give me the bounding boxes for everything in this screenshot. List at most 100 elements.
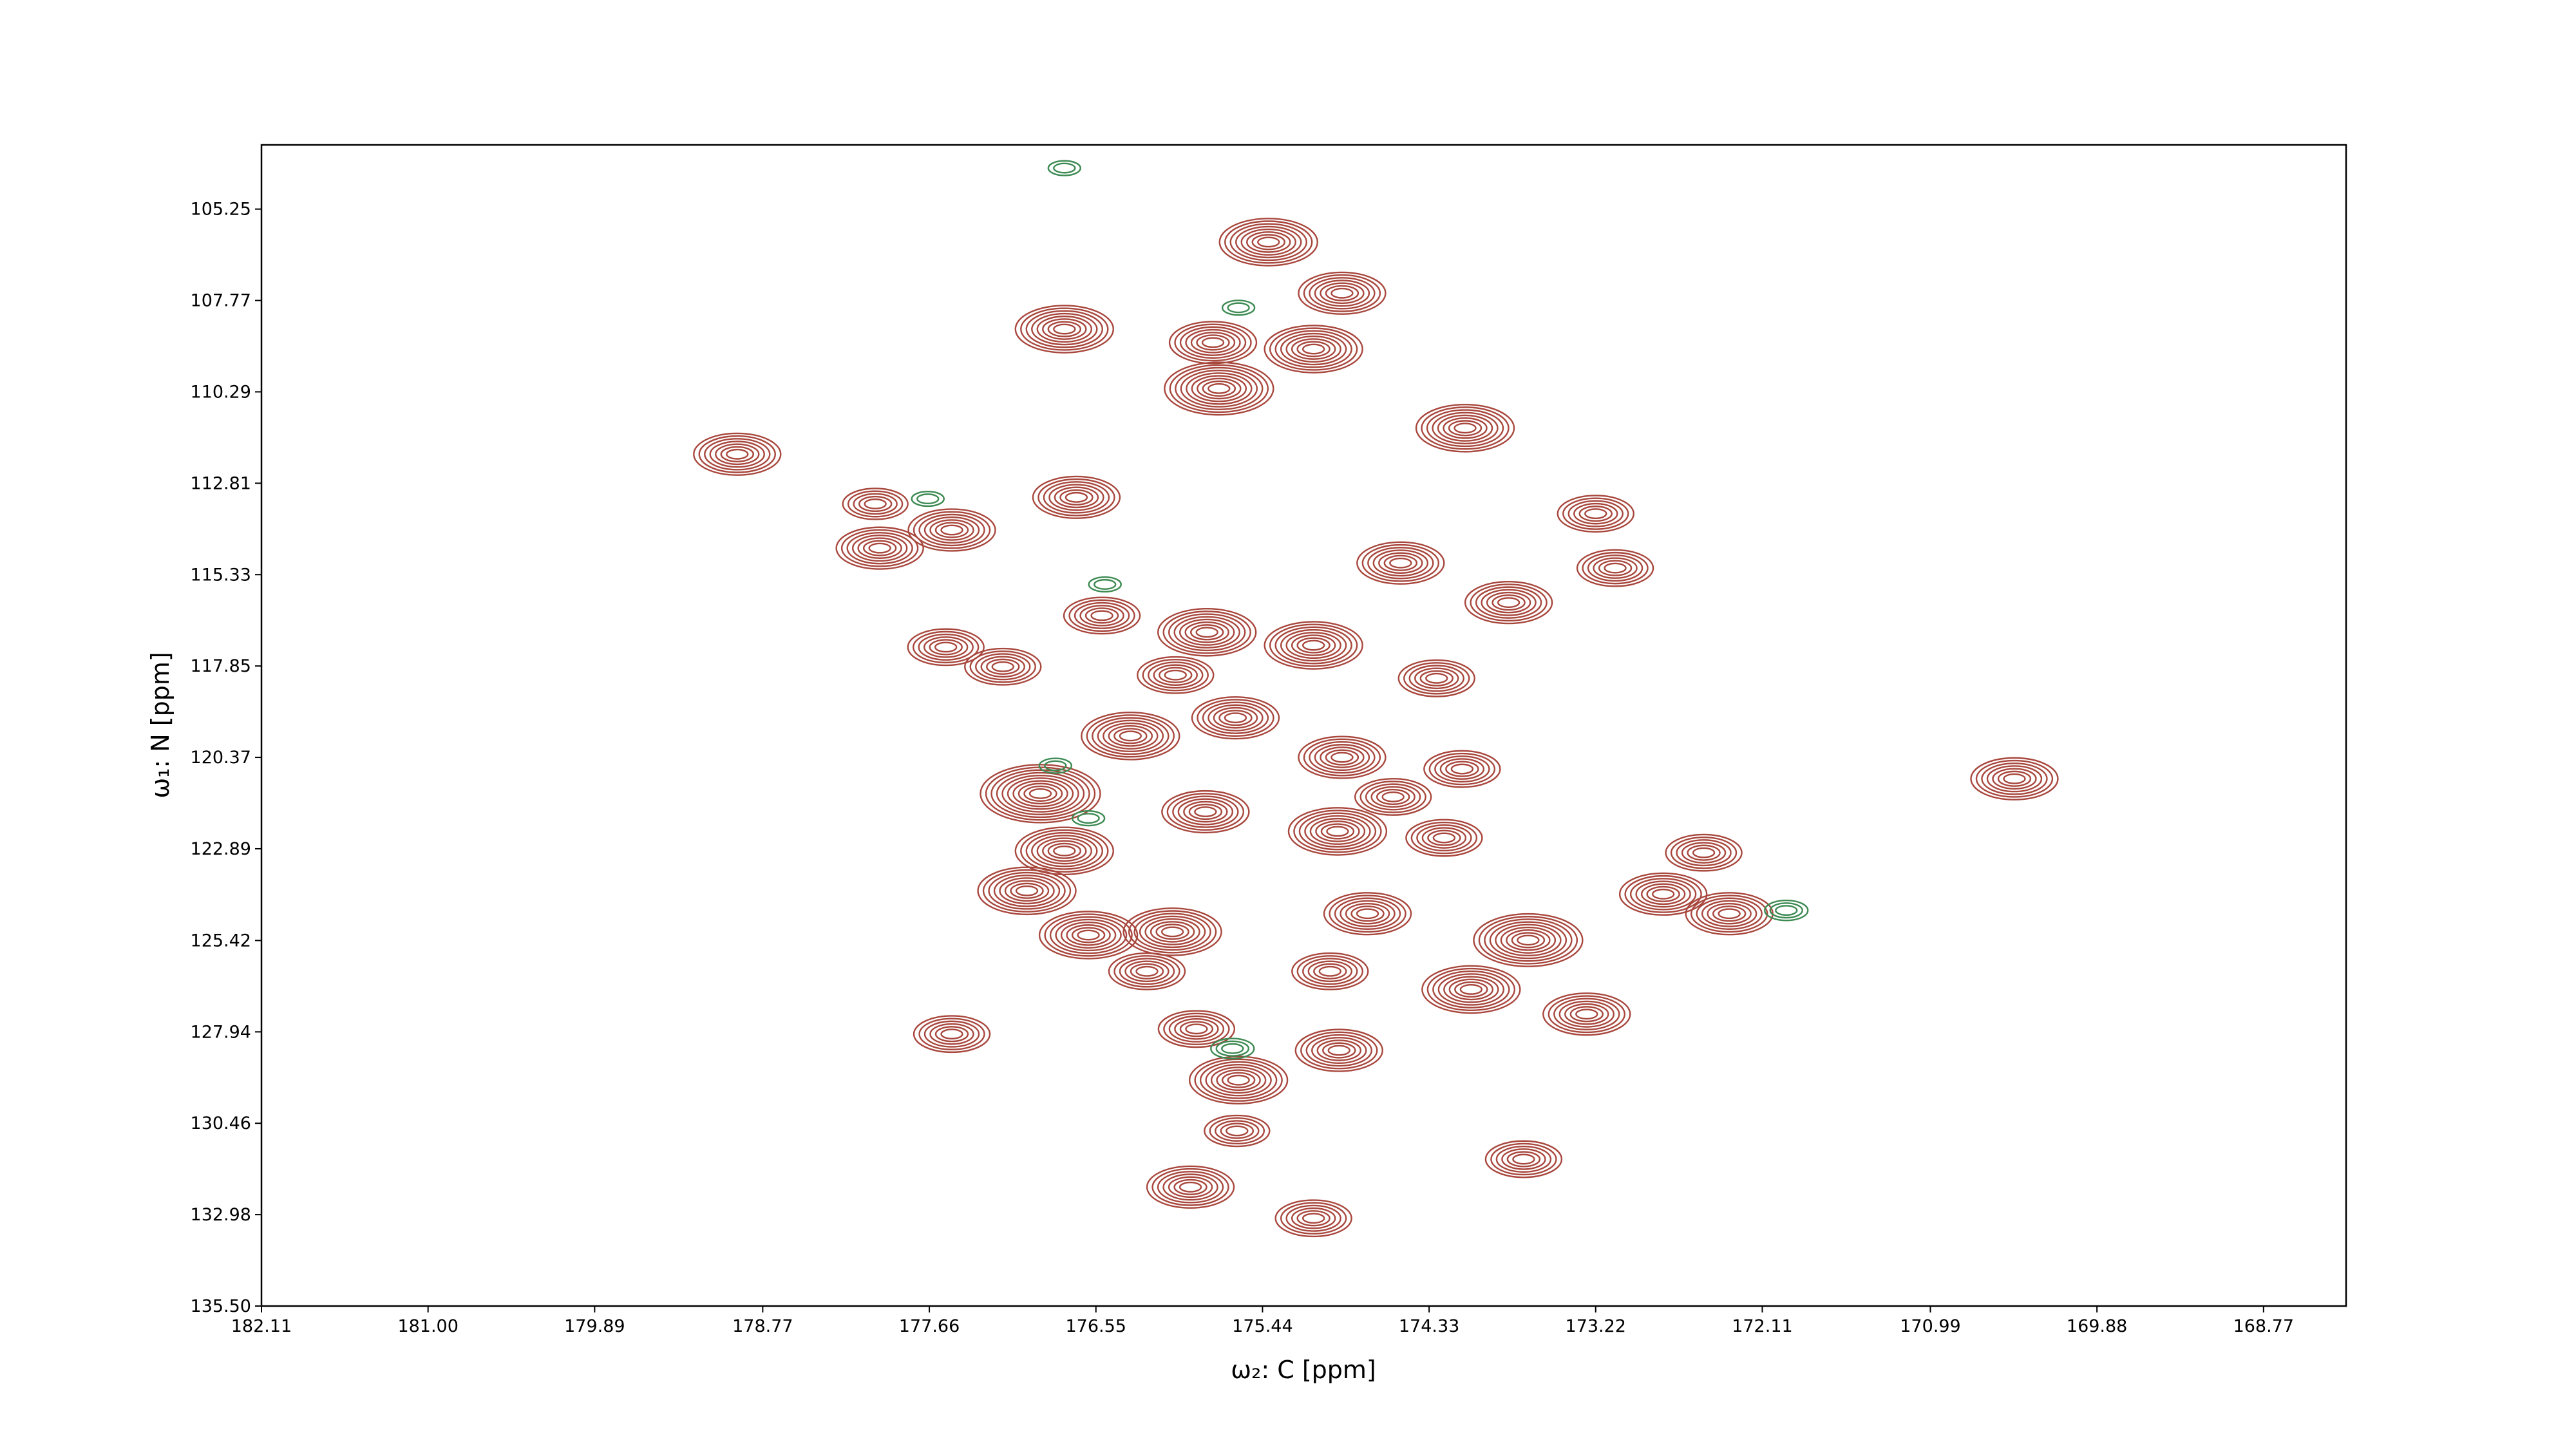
contour-ring xyxy=(1184,621,1229,643)
contour-ring xyxy=(1640,883,1686,905)
contour-ring xyxy=(1432,412,1499,444)
contour-ring xyxy=(991,661,1014,672)
contour-ring xyxy=(1356,541,1445,585)
contour-ring xyxy=(980,764,1101,824)
contour-ring xyxy=(1323,892,1412,936)
contour-ring xyxy=(980,656,1025,678)
contour-ring xyxy=(1065,491,1088,503)
contour-ring xyxy=(1274,330,1352,368)
peak xyxy=(842,488,909,520)
x-tick-label: 174.33 xyxy=(1399,1316,1459,1336)
contour-ring xyxy=(1169,364,1269,413)
y-tick-label: 117.85 xyxy=(191,656,251,676)
contour-ring xyxy=(1558,1000,1615,1028)
contour-ring xyxy=(1314,279,1370,307)
contour-ring xyxy=(1224,220,1313,264)
contour-ring xyxy=(1542,992,1631,1036)
contour-ring xyxy=(1144,918,1200,945)
peak xyxy=(1071,810,1106,827)
plot-area xyxy=(693,160,2059,1238)
contour-ring xyxy=(1047,842,1081,859)
contour-ring xyxy=(1489,921,1567,960)
contour-ring xyxy=(1425,672,1448,684)
contour-ring xyxy=(1071,810,1106,827)
contour-ring xyxy=(1038,757,1073,774)
y-tick-label: 107.77 xyxy=(191,291,251,311)
peak xyxy=(1298,271,1387,315)
contour-ring xyxy=(720,446,754,462)
contour-ring xyxy=(1553,998,1620,1030)
contour-ring xyxy=(1309,817,1366,845)
contour-ring xyxy=(1012,780,1068,808)
contour-ring xyxy=(851,535,908,562)
contour-ring xyxy=(1421,827,1467,849)
peak xyxy=(1157,1010,1236,1048)
contour-ring xyxy=(907,508,996,552)
contour-ring xyxy=(1001,774,1079,813)
x-tick-label: 181.00 xyxy=(397,1316,458,1336)
contour-ring xyxy=(1179,1021,1214,1037)
contour-ring xyxy=(918,1018,985,1050)
contour-ring xyxy=(1183,800,1228,823)
contour-ring xyxy=(1495,923,1562,957)
contour-ring xyxy=(1769,902,1803,919)
contour-ring xyxy=(1506,1151,1541,1168)
contour-ring xyxy=(1215,1120,1260,1142)
peak xyxy=(1122,907,1222,956)
contour-ring xyxy=(1970,757,2059,800)
contour-ring xyxy=(999,877,1055,905)
contour-ring xyxy=(1174,1018,1219,1040)
contour-ring xyxy=(1512,1153,1535,1165)
contour-ring xyxy=(1403,662,1470,695)
contour-ring xyxy=(1692,847,1716,858)
contour-ring xyxy=(1322,1042,1356,1059)
contour-ring xyxy=(1681,842,1727,864)
contour-ring xyxy=(1020,307,1109,351)
peak xyxy=(1464,581,1553,625)
contour-ring xyxy=(1004,880,1050,902)
contour-ring xyxy=(1174,323,1252,362)
contour-ring xyxy=(1280,1202,1347,1235)
contour-ring xyxy=(1246,231,1291,253)
contour-ring xyxy=(1032,475,1121,519)
contour-ring xyxy=(1221,1072,1256,1088)
contour-ring xyxy=(1454,981,1488,998)
peak xyxy=(1294,1028,1383,1072)
x-tick-label: 172.11 xyxy=(1732,1316,1792,1336)
contour-ring xyxy=(1059,489,1094,506)
contour-ring xyxy=(1300,1031,1378,1070)
contour-ring xyxy=(1378,552,1423,574)
contour-ring xyxy=(1108,952,1186,990)
x-axis-label: ω₂: C [ppm] xyxy=(1231,1356,1376,1384)
contour-ring xyxy=(1014,305,1114,354)
contour-ring xyxy=(1454,422,1477,434)
contour-ring xyxy=(1044,913,1133,957)
contour-ring xyxy=(1492,594,1526,611)
contour-ring xyxy=(1381,791,1405,802)
y-tick-label: 112.81 xyxy=(191,473,251,493)
peak xyxy=(1473,913,1584,967)
x-tick-label: 177.66 xyxy=(899,1316,960,1336)
contour-ring xyxy=(1475,586,1542,619)
contour-ring xyxy=(1437,414,1493,442)
contour-ring xyxy=(1227,1074,1250,1086)
contour-ring xyxy=(1205,1063,1272,1097)
x-tick-label: 176.55 xyxy=(1065,1316,1126,1336)
x-tick-label: 169.88 xyxy=(2067,1316,2127,1336)
contour-ring xyxy=(1981,762,2048,795)
contour-ring xyxy=(698,435,776,473)
contour-ring xyxy=(1053,162,1076,174)
contour-ring xyxy=(858,495,893,513)
contour-ring xyxy=(1049,916,1128,954)
contour-ring xyxy=(1624,875,1702,913)
peak xyxy=(1287,807,1388,856)
plot-frame xyxy=(260,144,2347,1307)
contour-ring xyxy=(1690,895,1768,933)
contour-ring xyxy=(1036,837,1092,865)
contour-ring xyxy=(1047,160,1081,176)
contour-ring xyxy=(1473,913,1584,967)
peak xyxy=(1274,1199,1352,1238)
peak xyxy=(1291,952,1369,990)
contour-ring xyxy=(1269,327,1358,371)
